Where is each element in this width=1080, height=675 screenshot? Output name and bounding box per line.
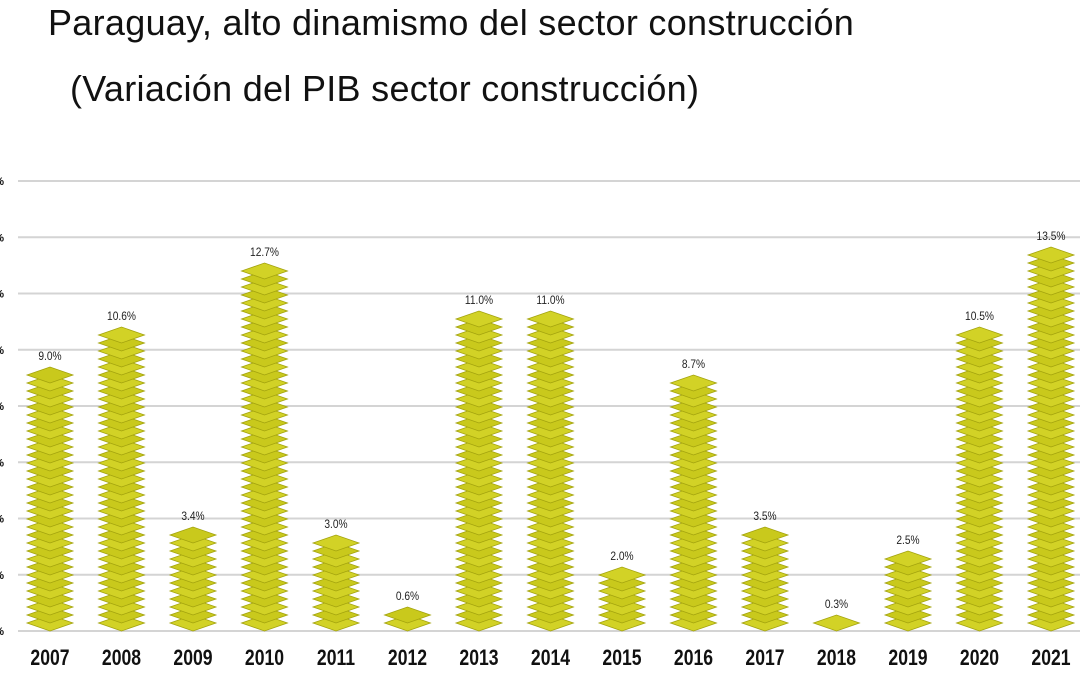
x-tick-label: 2018 xyxy=(817,646,856,670)
bar-2011 xyxy=(311,534,361,632)
y-tick-label: 16% xyxy=(0,176,4,188)
bar-segment xyxy=(383,606,432,624)
x-tick-label: 2019 xyxy=(888,646,927,670)
bar-2016 xyxy=(669,374,718,632)
data-label: 0.3% xyxy=(825,598,848,611)
y-tick-label: 4% xyxy=(0,514,4,526)
data-label: 10.6% xyxy=(107,310,136,323)
y-tick-label: 8% xyxy=(0,401,4,413)
x-tick-label: 2010 xyxy=(245,646,284,670)
data-label: 13.5% xyxy=(1037,230,1066,243)
data-label: 8.7% xyxy=(682,358,705,371)
data-label: 11.0% xyxy=(465,294,493,307)
bar-segment xyxy=(740,526,790,544)
data-label: 3.4% xyxy=(181,510,204,523)
bar-2015 xyxy=(597,566,647,632)
data-label: 11.0% xyxy=(536,294,564,307)
data-label: 3.0% xyxy=(324,518,347,531)
bar-2018 xyxy=(812,614,861,632)
x-tick-label: 2009 xyxy=(173,646,212,670)
bar-segment xyxy=(97,326,146,344)
x-tick-label: 2012 xyxy=(388,646,427,670)
x-tick-label: 2013 xyxy=(459,646,498,670)
bar-2007 xyxy=(25,366,75,632)
bar-2020 xyxy=(955,326,1004,632)
x-tick-label: 2017 xyxy=(745,646,784,670)
bar-segment xyxy=(240,262,289,280)
chart-title: Paraguay, alto dinamismo del sector cons… xyxy=(48,2,855,43)
bar-segment xyxy=(883,550,933,568)
bar-2013 xyxy=(454,310,504,632)
bar-segment xyxy=(812,614,861,632)
bar-segment xyxy=(454,310,504,328)
bar-2017 xyxy=(740,526,790,632)
y-tick-label: 0% xyxy=(0,626,4,638)
bar-segment xyxy=(597,566,647,584)
x-tick-label: 2015 xyxy=(602,646,641,670)
y-tick-label: 6% xyxy=(0,457,4,469)
x-tick-label: 2007 xyxy=(30,646,69,670)
bar-segment xyxy=(168,526,218,544)
bar-2014 xyxy=(526,310,575,632)
y-tick-label: 12% xyxy=(0,289,4,301)
x-tick-label: 2020 xyxy=(960,646,999,670)
bar-2010 xyxy=(240,262,289,632)
data-label: 9.0% xyxy=(38,350,61,363)
x-tick-label: 2011 xyxy=(317,646,355,670)
x-tick-label: 2016 xyxy=(674,646,713,670)
chart-subtitle: (Variación del PIB sector construcción) xyxy=(70,68,700,109)
bar-2021 xyxy=(1026,246,1076,632)
data-label: 2.5% xyxy=(896,534,919,547)
y-tick-label: 2% xyxy=(0,570,4,582)
x-tick-label: 2021 xyxy=(1031,646,1070,670)
y-tick-label: 10% xyxy=(0,345,4,357)
bar-segment xyxy=(1026,246,1076,264)
data-label: 0.6% xyxy=(396,590,419,603)
bar-2019 xyxy=(883,550,933,632)
bar-segment xyxy=(311,534,361,552)
bar-2008 xyxy=(97,326,146,632)
data-label: 2.0% xyxy=(610,550,633,563)
bar-segment xyxy=(526,310,575,328)
bar-2012 xyxy=(383,606,432,632)
bar-2009 xyxy=(168,526,218,632)
data-label: 12.7% xyxy=(250,246,279,259)
bar-segment xyxy=(669,374,718,392)
data-label: 10.5% xyxy=(965,310,994,323)
x-tick-label: 2008 xyxy=(102,646,141,670)
bar-segment xyxy=(955,326,1004,344)
y-tick-label: 14% xyxy=(0,232,4,244)
data-label: 3.5% xyxy=(753,510,776,523)
x-tick-label: 2014 xyxy=(531,646,570,670)
bar-segment xyxy=(25,366,75,384)
